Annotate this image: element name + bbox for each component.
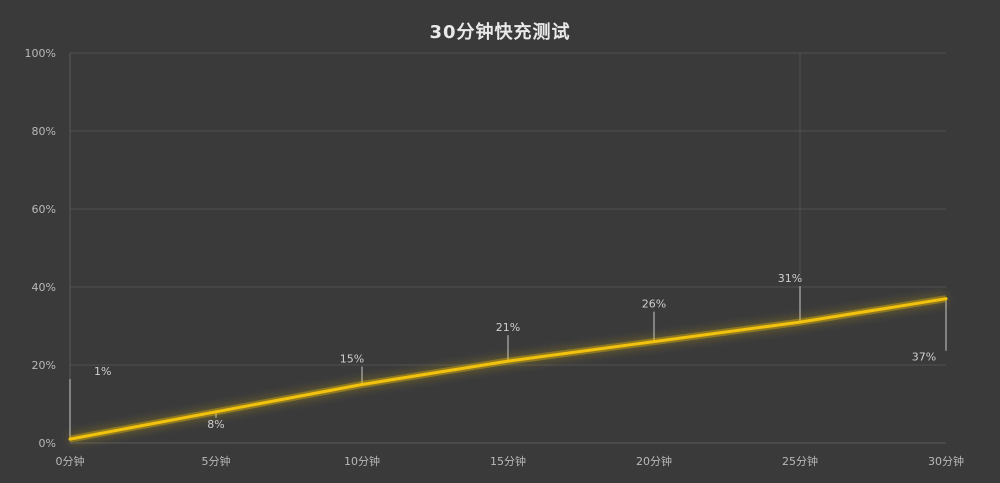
data-point (68, 437, 72, 441)
chart-title: 30分钟快充测试 (429, 22, 571, 43)
y-tick-label: 20% (32, 359, 56, 372)
data-label: 37% (912, 351, 936, 364)
x-tick-label: 20分钟 (636, 454, 672, 468)
x-tick-label: 10分钟 (344, 454, 380, 468)
x-tick-label: 30分钟 (928, 454, 964, 468)
x-tick-label: 5分钟 (202, 454, 231, 468)
x-tick-label: 15分钟 (490, 454, 526, 468)
data-label: 15% (340, 353, 364, 366)
data-point (360, 383, 364, 386)
y-tick-label: 0% (39, 437, 56, 450)
x-tick-label: 25分钟 (782, 454, 818, 468)
axis-layer: 0% 20% 40% 60% 80% 100% 0分钟 5分钟 10分钟 15分钟 20分钟 25分钟… (25, 47, 964, 468)
y-tick-label: 60% (32, 203, 56, 216)
data-point (652, 340, 656, 344)
data-label: 21% (496, 321, 520, 334)
leader-layer (69, 53, 947, 440)
series-layer (68, 295, 948, 443)
data-point (944, 297, 948, 301)
y-tick-label: 40% (32, 281, 56, 294)
data-point (506, 359, 510, 363)
data-point (798, 320, 802, 324)
data-label: 1% (94, 365, 111, 378)
data-label: 8% (207, 418, 224, 431)
x-tick-label: 0分钟 (56, 454, 85, 468)
data-label: 26% (642, 298, 666, 311)
data-point (214, 410, 218, 414)
grid-layer (70, 52, 946, 444)
y-tick-label: 100% (25, 47, 56, 60)
data-label: 31% (778, 272, 802, 285)
label-layer: 1% 8% 15% 21% 26% 31% 37% (94, 272, 936, 431)
y-tick-label: 80% (32, 125, 56, 138)
